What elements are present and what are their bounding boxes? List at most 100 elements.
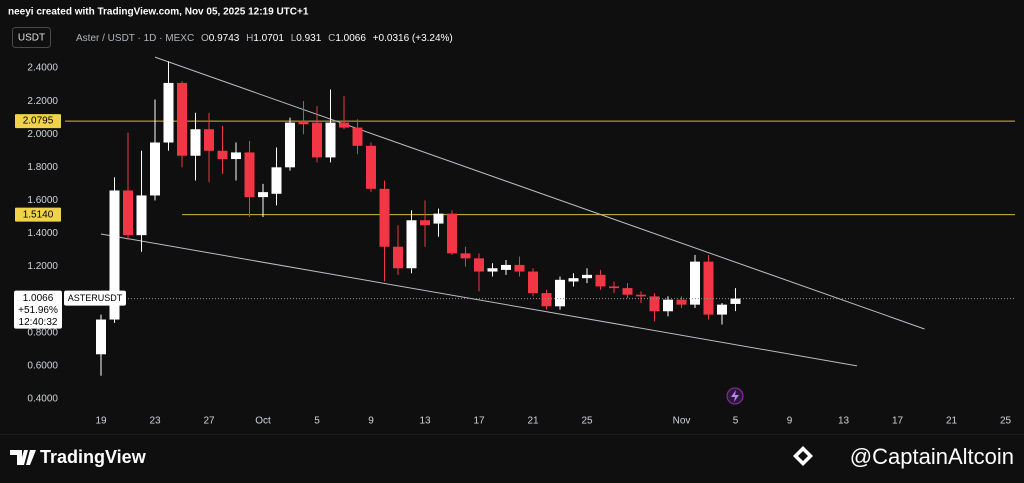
x-tick-label: 17	[892, 416, 904, 427]
currency[interactable]: USDT	[18, 33, 45, 44]
candle-body	[717, 304, 727, 315]
y-tick-label: 1.8000	[27, 162, 58, 173]
y-tick-label: 2.0000	[27, 129, 58, 140]
candle-body	[177, 82, 187, 156]
candle-body	[96, 319, 106, 355]
candle-body	[703, 261, 714, 315]
candle-body	[555, 279, 565, 307]
credit: neeyi created with TradingView.com, Nov …	[8, 7, 309, 18]
plot-area	[60, 56, 1015, 414]
tv-logo: TradingView	[10, 447, 147, 467]
x-tick-label: 19	[95, 416, 107, 427]
level-tag	[15, 114, 61, 129]
x-tick-label: 23	[149, 416, 161, 427]
candle-body	[217, 150, 228, 160]
y-tick-label: 1.6000	[27, 195, 58, 206]
site-watermark-group: @CaptainAltcoin	[793, 444, 1014, 469]
candle-body	[123, 190, 133, 236]
x-tick-label: Oct	[255, 416, 271, 427]
candle-body	[325, 122, 336, 158]
x-tick-label: 9	[368, 416, 374, 427]
y-tick-label: 0.4000	[27, 394, 58, 405]
candle-body	[163, 82, 174, 143]
price-tag-countdown: 12:40:32	[19, 317, 58, 328]
candle-body	[406, 220, 417, 269]
y-tick-label: 0.8000	[27, 327, 58, 338]
ohlc-value: 0.9743	[209, 33, 240, 44]
y-tick-label: 0.6000	[27, 361, 58, 372]
candle-body	[136, 195, 147, 236]
symbol-title: Aster / USDT · 1D · MEXC	[76, 33, 194, 44]
x-tick-label: 25	[1000, 416, 1012, 427]
candle-body	[514, 264, 525, 272]
x-tick-label: 5	[314, 416, 320, 427]
candle-body	[366, 145, 376, 189]
currency-button[interactable]	[12, 27, 51, 48]
price-tag-value: 1.0066	[23, 293, 54, 304]
candle-body	[474, 258, 484, 272]
x-tick-label: 27	[203, 416, 215, 427]
candle-body	[109, 190, 120, 320]
candle-body	[447, 213, 457, 254]
candle-body	[339, 122, 349, 128]
ohlc-value: 0.931	[296, 33, 321, 44]
x-tick-label: 13	[838, 416, 850, 427]
x-tick-label: 13	[419, 416, 431, 427]
candle-body	[649, 296, 660, 312]
candle-body	[352, 127, 363, 146]
candle-body	[690, 261, 700, 305]
candle-body	[622, 288, 633, 295]
candle-body	[487, 268, 498, 272]
candle-body	[204, 129, 214, 151]
candle-body	[285, 122, 295, 168]
x-tick-label: 17	[473, 416, 485, 427]
candle-body	[244, 152, 255, 198]
candle-body	[460, 253, 471, 259]
ohlc-value: 1.0701	[253, 33, 284, 44]
level-label: 2.0795	[23, 116, 54, 127]
candle-body	[676, 299, 687, 305]
trendline	[100, 233, 858, 367]
candle-body	[609, 286, 619, 289]
series-tag	[64, 290, 126, 306]
y-tick-label: 2.4000	[27, 63, 58, 74]
ohlc-value: 1.0066	[335, 33, 366, 44]
x-tick-label: 21	[946, 416, 958, 427]
event-bolt	[731, 390, 739, 402]
site-watermark: @CaptainAltcoin	[850, 444, 1014, 469]
candle-body	[190, 129, 201, 156]
candle-body	[582, 274, 592, 279]
candle-body	[271, 167, 282, 194]
candle-body	[420, 220, 430, 226]
x-tick-label: 21	[527, 416, 539, 427]
ohlc-label: H	[246, 33, 253, 44]
change: +0.0316 (+3.24%)	[373, 33, 453, 44]
price-tag	[14, 290, 62, 329]
candle-body	[258, 192, 268, 198]
candle-body	[150, 142, 160, 196]
x-tick-label: Nov	[673, 416, 691, 427]
candle-body	[568, 278, 579, 282]
x-tick-label: 9	[787, 416, 793, 427]
y-tick-label: 1.2000	[27, 261, 58, 272]
y-tick-label: 2.2000	[27, 96, 58, 107]
ohlc-label: O	[201, 33, 209, 44]
candle-body	[541, 293, 552, 307]
tv-logo-mark	[10, 450, 36, 465]
series-name: ASTERUSDT	[68, 293, 123, 303]
price-tag-change: +51.96%	[18, 305, 58, 316]
level-tag	[15, 207, 61, 222]
candle-body	[501, 264, 511, 270]
candle-body	[393, 246, 403, 269]
candle-body	[528, 271, 538, 294]
candle-body	[730, 298, 741, 304]
candle-body	[231, 152, 241, 160]
tv-watermark: TradingView	[40, 447, 147, 467]
site-logo	[793, 446, 813, 466]
candle-body	[595, 274, 606, 287]
ohlc-label: L	[291, 33, 297, 44]
level-label: 1.5140	[23, 209, 54, 220]
legend-line: Aster / USDT · 1D · MEXC O0.9743 H1.0701…	[76, 33, 453, 44]
